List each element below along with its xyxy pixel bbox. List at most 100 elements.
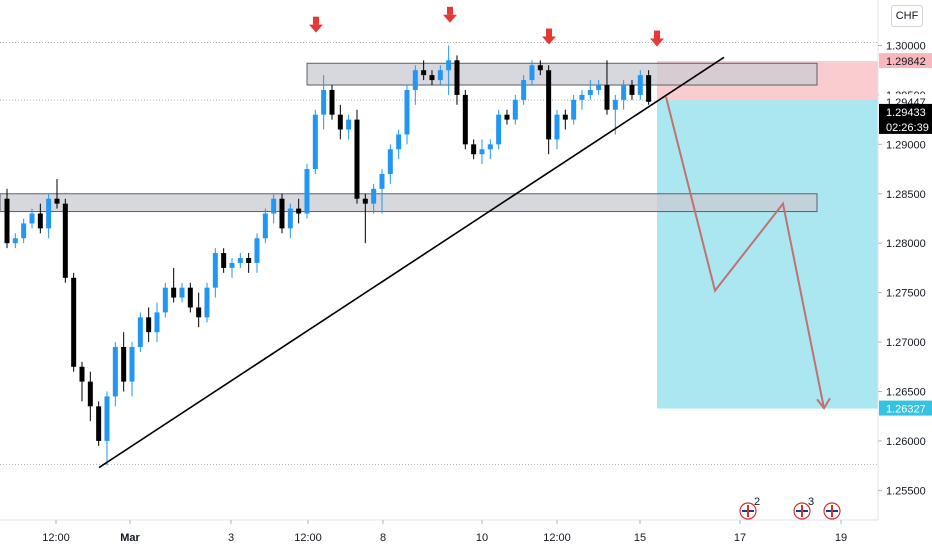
candle-body — [296, 208, 302, 214]
candle-body — [171, 287, 177, 298]
time-tick-label: 12:00 — [543, 532, 571, 544]
target-badge-text: 1.26327 — [886, 404, 926, 416]
arrow-head — [650, 38, 664, 47]
price-tick-label: 1.28500 — [886, 189, 926, 201]
uk-flag-icon[interactable]: 2 — [739, 496, 760, 520]
candle-body — [29, 213, 35, 224]
price-tick-label: 1.26000 — [886, 436, 926, 448]
candle-body — [537, 65, 543, 71]
candle-body — [379, 173, 385, 189]
arrow-shaft — [313, 16, 319, 25]
candle-body — [4, 198, 10, 244]
arrow-head — [542, 36, 556, 45]
candle-body — [287, 208, 293, 229]
candle-body — [554, 114, 560, 140]
event-count: 2 — [754, 496, 760, 508]
take-profit-zone — [657, 100, 878, 409]
current-price-badge-text: 1.29433 — [886, 107, 926, 119]
candle-body — [521, 80, 527, 100]
candle-body — [87, 381, 93, 407]
price-tick-label: 1.27500 — [886, 288, 926, 300]
candle-body — [412, 70, 418, 90]
candle-body — [329, 89, 335, 115]
candle-body — [146, 317, 152, 333]
down-arrow-icon — [650, 30, 664, 47]
down-arrow-icon — [309, 16, 323, 33]
time-tick-label: Mar — [120, 532, 140, 544]
candle-body — [354, 119, 360, 199]
arrow-head — [309, 24, 323, 33]
time-tick-label: 19 — [835, 532, 847, 544]
candle-body — [562, 114, 568, 120]
candle-body — [596, 85, 602, 90]
candle-body — [62, 203, 68, 278]
grid-lines — [0, 42, 878, 466]
candle-body — [262, 213, 268, 239]
candle-body — [254, 238, 260, 263]
position-zones — [657, 61, 878, 409]
event-count: 3 — [808, 496, 814, 508]
candle-body — [462, 94, 468, 145]
time-tick-label: 17 — [734, 532, 746, 544]
candle-body — [196, 307, 202, 318]
candle-body — [612, 99, 618, 110]
candle-body — [137, 317, 143, 347]
candle-body — [446, 60, 452, 71]
candle-body — [362, 198, 368, 204]
candle-body — [546, 70, 552, 140]
candle-body — [162, 287, 168, 313]
trendline — [98, 56, 725, 469]
price-tick-label: 1.25500 — [886, 485, 926, 497]
candle-body — [421, 70, 427, 76]
candle-body — [221, 253, 227, 268]
arrow-shaft — [654, 30, 660, 39]
time-tick-label: 10 — [476, 532, 488, 544]
candle-body — [304, 169, 310, 214]
candle-body — [246, 258, 252, 263]
candle-body — [129, 346, 135, 382]
candle-body — [429, 75, 435, 81]
time-tick-label: 12:00 — [294, 532, 322, 544]
candle-body — [404, 89, 410, 135]
candle-body — [437, 70, 443, 81]
candle-body — [337, 114, 343, 130]
event-icon[interactable]: 3 — [793, 496, 814, 520]
candle-body — [104, 396, 110, 441]
stop-badge-text: 1.29842 — [886, 56, 926, 68]
candle-body — [37, 213, 43, 229]
current-price-badge-bg — [879, 103, 932, 134]
candle-body — [21, 223, 27, 239]
candle-body — [454, 60, 460, 95]
support-zone-box — [0, 193, 818, 213]
candle-body — [71, 277, 77, 367]
down-arrow-icon — [443, 6, 457, 23]
candle-body — [646, 75, 652, 102]
arrow-shaft — [546, 28, 552, 37]
candle-body — [387, 149, 393, 174]
time-tick-label: 3 — [228, 532, 234, 544]
candle-body — [496, 114, 502, 145]
price-tick-label: 1.28000 — [886, 238, 926, 250]
price-tick-label: 1.27000 — [886, 337, 926, 349]
candle-body — [579, 94, 585, 100]
candle-body — [479, 149, 485, 155]
currency-button[interactable]: CHF — [891, 5, 923, 27]
time-tick-label: 12:00 — [42, 532, 70, 544]
candle-body — [529, 65, 535, 81]
candle-body — [179, 287, 185, 298]
price-tick-label: 1.26500 — [886, 386, 926, 398]
uk-flag-icon[interactable] — [823, 502, 841, 520]
current-price-badge-countdown: 02:26:39 — [886, 122, 929, 134]
candle-body — [487, 144, 493, 150]
candle-body — [512, 99, 518, 120]
candle-body — [212, 253, 218, 288]
candle-body — [321, 89, 327, 115]
projection-arrowhead — [816, 397, 831, 411]
price-tick-label: 1.29000 — [886, 139, 926, 151]
candle-body — [271, 198, 277, 214]
candle-body — [346, 119, 352, 130]
candle-body — [312, 114, 318, 170]
candle-body — [571, 99, 577, 120]
